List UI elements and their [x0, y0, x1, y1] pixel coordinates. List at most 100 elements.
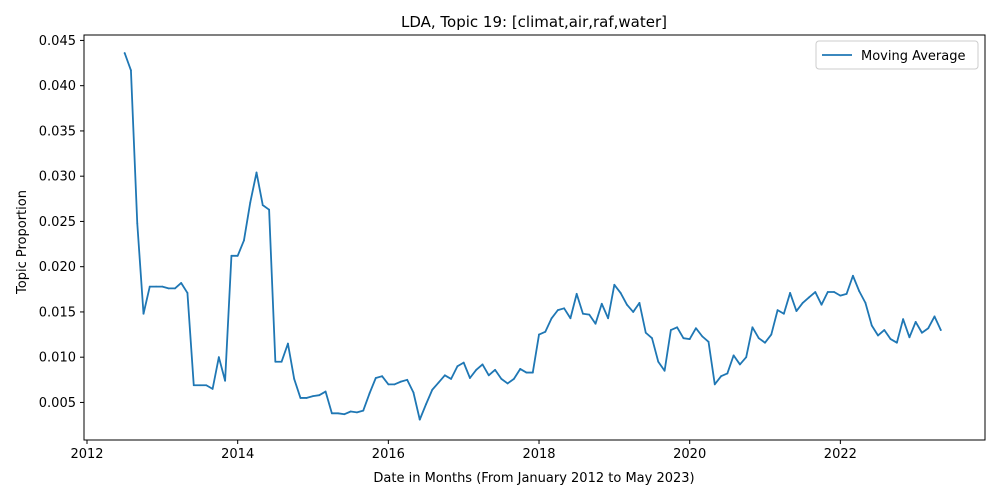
data-point — [594, 322, 597, 325]
data-point — [205, 384, 208, 387]
data-point — [268, 208, 270, 211]
data-point — [349, 410, 352, 413]
data-point — [877, 334, 879, 337]
data-point — [657, 360, 660, 363]
data-point — [726, 372, 729, 375]
data-point — [682, 337, 685, 340]
data-point — [456, 365, 459, 368]
data-point — [826, 291, 829, 293]
data-point — [764, 341, 766, 344]
data-point — [538, 333, 540, 336]
data-point — [921, 331, 923, 334]
data-point — [569, 317, 572, 320]
y-tick-label: 0.020 — [39, 260, 76, 275]
data-point — [588, 313, 591, 316]
data-point — [795, 310, 798, 312]
data-point — [889, 338, 892, 340]
data-point — [192, 384, 195, 387]
data-point — [695, 327, 697, 330]
x-tick-label: 2018 — [522, 447, 555, 462]
y-axis: 0.005 0.010 0.015 0.020 0.025 0.030 0.035 0.040… — [39, 34, 84, 411]
data-point — [368, 392, 371, 395]
data-point — [330, 412, 333, 415]
data-point — [400, 380, 402, 383]
data-point — [858, 290, 861, 293]
data-point — [525, 371, 528, 374]
data-point — [651, 337, 653, 340]
plot-area — [123, 52, 942, 421]
data-point — [494, 368, 496, 371]
y-tick-label: 0.015 — [39, 305, 76, 320]
data-point — [211, 387, 214, 390]
data-point — [701, 335, 704, 338]
data-point — [556, 309, 559, 312]
data-point — [632, 311, 635, 313]
data-point — [148, 285, 151, 288]
data-point — [563, 307, 566, 310]
data-point — [745, 356, 748, 359]
data-point — [895, 341, 898, 344]
data-point — [789, 292, 792, 294]
data-point — [324, 390, 327, 393]
data-point — [481, 363, 484, 366]
data-point — [663, 369, 666, 372]
x-tick-label: 2016 — [372, 447, 405, 462]
data-point — [475, 368, 478, 371]
data-point — [933, 315, 936, 318]
x-axis-title: Date in Months (From January 2012 to May… — [373, 471, 694, 486]
data-point — [261, 204, 264, 207]
data-point — [280, 360, 283, 363]
data-point — [487, 374, 490, 377]
data-point — [318, 394, 321, 397]
data-point — [582, 312, 584, 315]
data-point — [312, 395, 314, 398]
y-tick-label: 0.025 — [39, 215, 76, 230]
data-point — [305, 397, 308, 399]
data-point — [833, 291, 836, 293]
data-point — [757, 337, 760, 340]
data-point — [732, 354, 735, 357]
data-point — [161, 285, 164, 288]
data-point — [136, 222, 139, 225]
data-point — [927, 327, 930, 330]
y-axis-title: Topic Proportion — [15, 190, 30, 295]
data-point — [425, 403, 427, 406]
data-point — [776, 309, 779, 312]
legend-label-moving-average: Moving Average — [861, 49, 965, 64]
data-point — [374, 377, 377, 379]
data-point — [299, 397, 302, 399]
data-point — [287, 342, 289, 345]
data-point — [217, 356, 220, 359]
data-point — [431, 388, 434, 391]
data-point — [644, 331, 647, 334]
data-point — [343, 413, 346, 416]
y-tick-label: 0.010 — [39, 351, 76, 366]
data-point — [443, 374, 446, 377]
y-tick-label: 0.030 — [39, 170, 76, 185]
data-point — [243, 239, 245, 242]
data-point — [519, 368, 522, 370]
data-point — [249, 201, 252, 204]
chart-title: LDA, Topic 19: [climat,air,raf,water] — [401, 13, 667, 31]
data-point — [450, 378, 452, 380]
data-point — [864, 301, 867, 304]
data-point — [575, 292, 578, 295]
data-point — [387, 383, 390, 386]
data-point — [155, 285, 158, 288]
data-point — [513, 378, 515, 380]
data-point — [770, 333, 773, 336]
data-point — [236, 254, 239, 257]
data-point — [337, 412, 339, 415]
y-tick-label: 0.035 — [39, 124, 76, 139]
data-point — [142, 312, 145, 315]
data-point — [186, 292, 189, 294]
data-point — [688, 338, 691, 340]
data-point — [808, 296, 810, 299]
data-point — [939, 329, 942, 331]
y-tick-label: 0.045 — [39, 34, 76, 49]
data-point — [274, 360, 277, 363]
data-point — [293, 378, 296, 380]
data-point — [782, 312, 785, 315]
data-point — [462, 361, 465, 364]
